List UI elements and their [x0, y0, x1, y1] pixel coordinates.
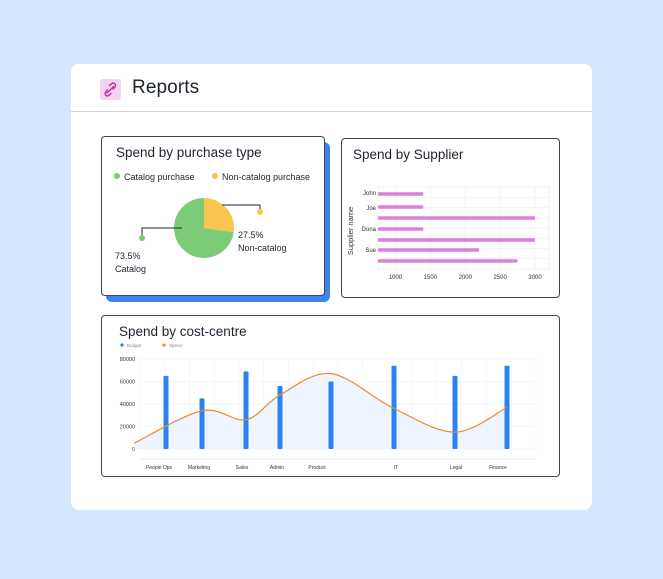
legend-spend-label: Spend	[169, 343, 183, 348]
budget-bar	[328, 381, 334, 449]
header: Reports	[71, 64, 592, 112]
link-icon	[104, 82, 117, 97]
supplier-ylabel: Supplier name	[346, 207, 355, 255]
non-catalog-pct-label: 27.5%	[238, 230, 264, 240]
supplier-x-tick: 3000	[528, 275, 542, 281]
supplier-bar	[378, 248, 480, 252]
catalog-leader-dot	[139, 235, 145, 241]
supplier-row-label: Sue	[365, 248, 376, 254]
supplier-card[interactable]: Spend by Supplier 1000 1500 2000 2500 3000 S…	[341, 138, 560, 298]
legend-budget-label: Budget	[127, 343, 142, 348]
budget-bar	[163, 375, 169, 449]
pie-slice-non-catalog	[204, 198, 234, 233]
reports-window: Reports Spend by purchase type Catalog p…	[71, 64, 592, 510]
non-catalog-name-label: Non-catalog	[238, 243, 287, 253]
supplier-chart: 1000 1500 2000 2500 3000 Supplier name John …	[346, 186, 550, 281]
supplier-bar	[378, 205, 424, 209]
purchase-type-card[interactable]: Spend by purchase type Catalog purchase …	[101, 136, 325, 296]
budget-bar	[277, 386, 283, 449]
supplier-x-tick: 2000	[459, 275, 473, 281]
supplier-x-tick: 1500	[424, 275, 438, 281]
cost-x-tick: Legal	[450, 465, 462, 471]
cost-x-tick: Finance	[489, 465, 507, 471]
non-catalog-leader-dot	[257, 209, 263, 215]
budget-bar	[391, 365, 397, 449]
legend-spend-marker	[162, 343, 166, 347]
cost-centre-chart: Budget Spend 0 20000 40000 60000 80000 Peopl…	[120, 343, 537, 471]
catalog-pct-label: 73.5%	[115, 251, 141, 261]
purchase-type-chart: Catalog purchase Non-catalog purchase 27…	[114, 172, 310, 274]
cost-x-tick: Product	[308, 465, 326, 471]
legend-catalog-label: Catalog purchase	[124, 172, 195, 182]
catalog-name-label: Catalog	[115, 264, 146, 274]
catalog-leader-line	[141, 227, 182, 238]
supplier-bar	[378, 259, 518, 263]
supplier-x-tick: 1000	[389, 275, 403, 281]
cost-x-tick: Admin	[270, 465, 284, 471]
cost-x-tick: People Ops	[146, 465, 173, 471]
legend-non-catalog-marker	[212, 173, 218, 179]
cost-x-tick: Marketing	[188, 465, 210, 471]
cost-y-tick: 80000	[120, 357, 135, 363]
budget-bar	[243, 371, 249, 449]
supplier-bar	[378, 216, 536, 220]
supplier-row-label: Joe	[366, 206, 376, 212]
legend-catalog-marker	[114, 173, 120, 179]
legend-non-catalog-label: Non-catalog purchase	[222, 172, 310, 182]
cost-y-tick: 20000	[120, 425, 135, 431]
cost-y-tick: 0	[132, 447, 135, 453]
spend-line	[133, 372, 508, 444]
page-title: Reports	[132, 77, 200, 98]
budget-bar	[199, 398, 205, 449]
cost-y-tick: 60000	[120, 380, 135, 386]
legend-budget-marker	[120, 343, 124, 347]
cost-x-tick: Sales	[236, 465, 249, 471]
budget-bar	[452, 375, 458, 449]
cost-x-tick: IT	[394, 465, 398, 471]
supplier-bar	[378, 238, 536, 242]
supplier-row-label: Dona	[362, 227, 377, 233]
supplier-title: Spend by Supplier	[353, 147, 464, 162]
supplier-bar	[378, 192, 424, 196]
purchase-type-title: Spend by purchase type	[116, 145, 262, 160]
cost-y-tick: 40000	[120, 402, 135, 408]
supplier-x-tick: 2500	[493, 275, 507, 281]
cost-centre-card[interactable]: Spend by cost-centre Budget Spend 0 20000…	[101, 315, 560, 477]
app-logo	[100, 79, 121, 100]
pie-slice-catalog	[174, 198, 234, 258]
cost-centre-title: Spend by cost-centre	[119, 324, 247, 339]
spend-area	[134, 373, 507, 449]
supplier-row-label: John	[363, 191, 376, 197]
supplier-bar	[378, 227, 424, 231]
